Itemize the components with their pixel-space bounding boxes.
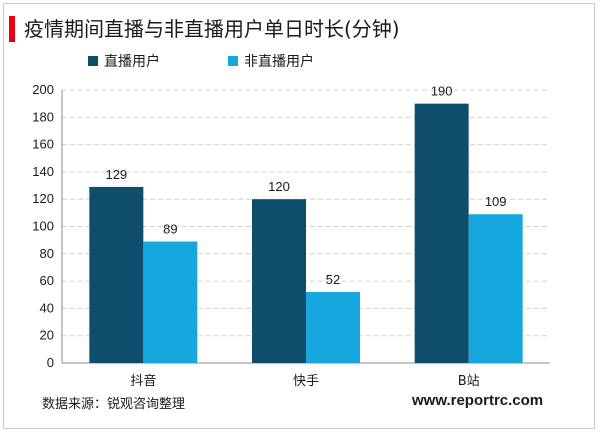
y-tick-label: 100 [32, 219, 54, 234]
data-label: 120 [268, 179, 290, 194]
y-tick-label: 80 [40, 246, 54, 261]
legend-label-non-live: 非直播用户 [244, 54, 314, 70]
website-label: www.reportrc.com [412, 392, 544, 409]
x-category-label: B站 [458, 374, 480, 389]
data-label: 129 [105, 167, 127, 182]
title-accent-bar [9, 16, 15, 42]
y-tick-label: 20 [40, 328, 54, 343]
bar-0-1 [143, 241, 198, 363]
bar-1-0 [252, 199, 306, 363]
y-tick-label: 0 [47, 355, 54, 370]
y-tick-label: 200 [32, 82, 54, 97]
source-note: 数据来源：锐观咨询整理 [42, 397, 186, 412]
y-tick-label: 120 [32, 191, 54, 206]
legend-swatch-non-live [228, 56, 238, 66]
x-category-label: 快手 [293, 374, 319, 389]
legend-item-live: 直播用户 [88, 49, 160, 73]
y-tick-label: 160 [32, 137, 54, 152]
x-category-label: 抖音 [130, 373, 156, 389]
y-tick-label: 180 [32, 109, 54, 124]
y-tick-label: 60 [40, 273, 54, 288]
bar-2-1 [468, 214, 523, 363]
data-label: 190 [431, 84, 453, 99]
bar-0-0 [89, 186, 144, 363]
chart-title: 疫情期间直播与非直播用户单日时长(分钟) [24, 17, 400, 41]
bar-2-0 [414, 103, 469, 364]
data-label: 52 [326, 272, 340, 287]
data-label: 109 [485, 194, 507, 209]
y-tick-label: 40 [40, 300, 54, 315]
y-tick-label: 140 [32, 164, 54, 179]
bar-1-1 [306, 292, 360, 363]
legend: 直播用户 非直播用户 [0, 49, 600, 73]
legend-item-non-live: 非直播用户 [228, 49, 314, 73]
legend-label-live: 直播用户 [104, 54, 160, 70]
data-label: 89 [163, 222, 177, 237]
legend-swatch-live [88, 56, 98, 66]
